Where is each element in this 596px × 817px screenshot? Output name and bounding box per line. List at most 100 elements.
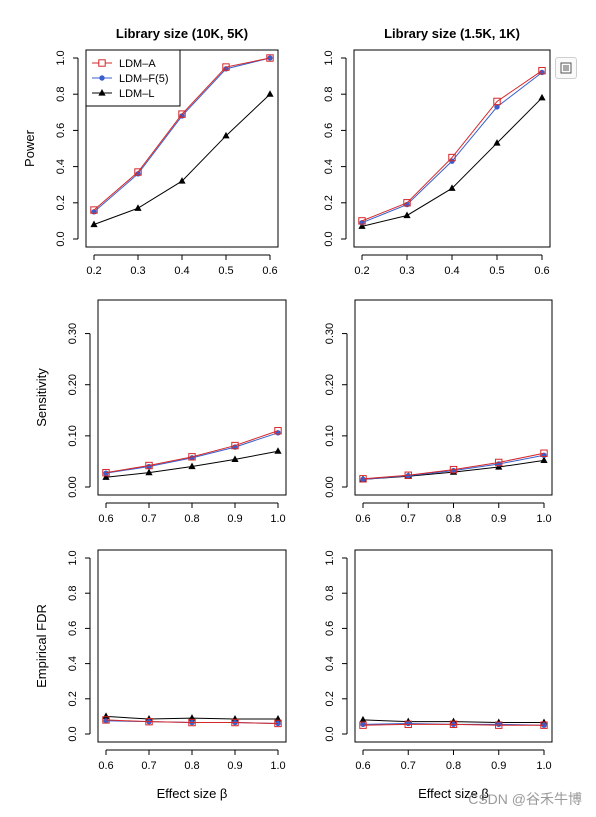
data-point (188, 718, 196, 727)
x-tick-label: 1.0 (536, 513, 551, 525)
data-point (495, 458, 503, 467)
y-tick-label: 0.4 (324, 656, 336, 671)
data-point (231, 441, 239, 450)
y-axis-label: Sensitivity (34, 368, 49, 427)
y-tick-label: 0.8 (67, 586, 79, 601)
x-tick-label: 0.6 (355, 513, 370, 525)
x-tick-label: 0.8 (184, 760, 199, 772)
x-tick-label: 0.9 (227, 760, 242, 772)
y-tick-label: 0.6 (67, 621, 79, 636)
y-tick-label: 1.0 (324, 550, 336, 565)
watermark-text: CSDN @谷禾牛博 (468, 791, 582, 807)
y-tick-label: 1.0 (55, 50, 67, 65)
plot-frame (354, 299, 553, 496)
y-tick-label: 0.2 (323, 195, 335, 210)
data-point (493, 97, 501, 106)
y-tick-label: 0.30 (67, 323, 79, 344)
x-tick-label: 0.7 (401, 513, 416, 525)
data-point (449, 720, 458, 729)
data-point (493, 139, 501, 146)
x-tick-label: 0.6 (98, 760, 113, 772)
y-tick-label: 1.0 (67, 550, 79, 565)
y-tick-label: 0.00 (324, 476, 336, 497)
legend-swatch-marker (98, 59, 106, 67)
data-point (405, 473, 411, 479)
x-tick-label: 0.3 (399, 265, 414, 277)
x-tick-label: 0.9 (491, 760, 506, 772)
y-tick-label: 0.2 (324, 691, 336, 706)
x-tick-label: 0.6 (355, 760, 370, 772)
data-point (448, 184, 456, 191)
y-tick-label: 0.6 (324, 621, 336, 636)
y-axis-label: Power (22, 129, 37, 167)
data-point (231, 455, 239, 462)
x-tick-label: 0.5 (218, 265, 233, 277)
data-point (145, 461, 153, 470)
data-point (449, 465, 458, 474)
y-tick-label: 0.8 (55, 87, 67, 102)
x-axis-label: Effect size β (157, 786, 228, 801)
fullscreen-icon (560, 62, 572, 74)
data-point (266, 90, 274, 97)
y-tick-label: 0.6 (55, 123, 67, 138)
data-point (102, 712, 110, 719)
data-point (90, 206, 98, 214)
data-point (134, 204, 142, 211)
data-point (360, 476, 366, 483)
x-tick-label: 0.8 (446, 513, 461, 525)
data-point (403, 199, 411, 207)
series-line (361, 72, 543, 224)
fullscreen-button[interactable] (555, 57, 577, 79)
series-line (105, 719, 279, 724)
y-axis-label: Empirical FDR (34, 604, 49, 688)
x-tick-label: 0.2 (86, 265, 101, 277)
y-tick-label: 0.30 (324, 323, 336, 344)
data-point (538, 93, 546, 101)
y-tick-label: 0.4 (323, 159, 335, 174)
y-tick-label: 0.0 (55, 231, 67, 246)
y-tick-label: 0.20 (324, 374, 336, 395)
series-line (361, 70, 543, 222)
data-point (359, 721, 367, 729)
data-point (538, 66, 546, 75)
data-point (359, 715, 367, 723)
y-tick-label: 0.6 (323, 123, 335, 138)
data-point (178, 177, 186, 184)
y-tick-label: 0.10 (324, 425, 336, 446)
x-tick-label: 0.7 (401, 760, 416, 772)
x-tick-label: 0.5 (489, 265, 504, 277)
x-tick-label: 0.6 (98, 513, 113, 525)
series-line (362, 452, 545, 480)
data-point (222, 63, 230, 71)
series-line (362, 723, 544, 726)
y-tick-label: 0.10 (67, 425, 79, 446)
data-point (266, 54, 274, 62)
y-tick-label: 0.20 (67, 374, 79, 395)
x-tick-label: 0.7 (141, 760, 156, 772)
data-point (403, 211, 411, 219)
legend-swatch-marker (98, 89, 106, 96)
x-tick-label: 0.9 (491, 513, 506, 525)
x-tick-label: 0.8 (184, 513, 199, 525)
data-point (540, 721, 548, 729)
plot-frame (85, 49, 279, 248)
y-tick-label: 0.0 (323, 231, 335, 246)
y-tick-label: 1.0 (323, 50, 335, 65)
data-point (102, 468, 110, 477)
x-tick-label: 0.2 (354, 265, 369, 277)
series-line (105, 430, 279, 474)
legend-label: LDM–F(5) (119, 73, 169, 85)
data-point (404, 720, 412, 729)
y-tick-label: 0.2 (67, 691, 79, 706)
y-tick-label: 0.00 (67, 476, 79, 497)
data-point (359, 475, 367, 483)
plot-frame (354, 549, 553, 743)
x-tick-label: 1.0 (270, 760, 285, 772)
x-tick-label: 0.4 (174, 265, 189, 277)
x-tick-label: 0.9 (227, 513, 242, 525)
data-point (90, 220, 98, 228)
y-tick-label: 0.4 (67, 656, 79, 671)
y-tick-label: 0.0 (67, 726, 79, 741)
y-tick-label: 0.8 (323, 87, 335, 102)
